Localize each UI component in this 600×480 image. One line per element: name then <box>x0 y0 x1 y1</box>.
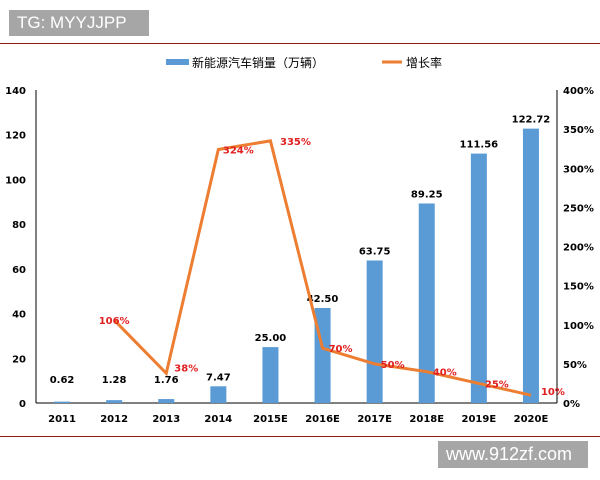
bar-label: 1.28 <box>102 375 127 386</box>
bar <box>418 203 435 403</box>
bar <box>158 399 175 403</box>
x-tick-label: 2013 <box>152 414 180 425</box>
right-tick-label: 200% <box>563 243 594 254</box>
line-label: 106% <box>99 316 130 327</box>
bar-label: 111.56 <box>460 140 499 151</box>
left-tick-label: 120 <box>5 131 26 142</box>
legend-bar-label: 新能源汽车销量（万辆） <box>192 55 324 70</box>
bar-label: 122.72 <box>512 115 551 126</box>
bar <box>262 347 279 403</box>
x-tick-label: 2019E <box>462 414 497 425</box>
line-label: 10% <box>541 387 565 398</box>
left-tick-label: 80 <box>12 220 26 231</box>
legend-line-label: 增长率 <box>406 55 442 70</box>
line-label: 40% <box>433 368 457 379</box>
x-tick-label: 2018E <box>409 414 444 425</box>
left-tick-label: 140 <box>5 86 26 97</box>
line-label: 25% <box>485 379 509 390</box>
bar <box>54 401 71 403</box>
growth-line <box>113 139 532 397</box>
bar-label: 25.00 <box>255 333 287 344</box>
bar-label: 89.25 <box>411 189 443 200</box>
x-tick-label: 2016E <box>305 414 340 425</box>
bar-label: 63.75 <box>359 246 391 257</box>
top-rule <box>0 43 600 44</box>
legend-bar-swatch <box>166 59 189 65</box>
left-tick-label: 20 <box>12 354 26 365</box>
x-tick-label: 2014 <box>204 414 232 425</box>
line-label: 335% <box>280 137 311 148</box>
right-tick-label: 50% <box>563 360 587 371</box>
bar <box>106 400 123 403</box>
right-tick-label: 150% <box>563 282 594 293</box>
left-tick-label: 100 <box>5 175 26 186</box>
line-label: 38% <box>174 363 198 374</box>
bar <box>366 260 383 403</box>
bar <box>522 128 539 403</box>
watermark-top: TG: MYYJJPP <box>9 10 149 36</box>
bar-label: 0.62 <box>50 375 75 386</box>
x-tick-label: 2015E <box>253 414 288 425</box>
bar-label: 7.47 <box>206 372 231 383</box>
right-tick-label: 400% <box>563 86 594 97</box>
right-tick-label: 300% <box>563 164 594 175</box>
x-tick-label: 2012 <box>100 414 128 425</box>
x-tick-label: 2017E <box>357 414 392 425</box>
line-label: 50% <box>381 360 405 371</box>
x-tick-label: 2020E <box>514 414 549 425</box>
right-tick-label: 0% <box>563 399 580 410</box>
right-tick-label: 350% <box>563 125 594 136</box>
left-tick-label: 0 <box>19 399 26 410</box>
line-label: 324% <box>223 145 254 156</box>
left-tick-label: 40 <box>12 310 26 321</box>
x-tick-label: 2011 <box>48 414 76 425</box>
bar-label: 42.50 <box>307 294 339 305</box>
bar-label: 1.76 <box>154 375 179 386</box>
watermark-bottom: www.912zf.com <box>438 441 588 468</box>
line-label: 70% <box>329 344 353 355</box>
right-tick-label: 100% <box>563 321 594 332</box>
bottom-rule <box>0 436 600 437</box>
right-tick-label: 250% <box>563 203 594 214</box>
left-tick-label: 60 <box>12 265 26 276</box>
bar <box>470 153 487 403</box>
bar <box>210 386 227 403</box>
